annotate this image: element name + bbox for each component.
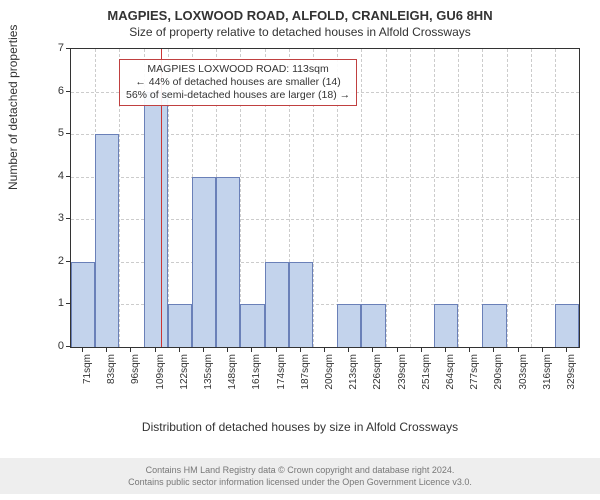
- y-tick-label: 7: [44, 42, 64, 54]
- chart-area: MAGPIES LOXWOOD ROAD: 113sqm← 44% of det…: [50, 48, 580, 378]
- histogram-bar: [71, 262, 95, 347]
- x-tick-label: 213sqm: [348, 354, 359, 394]
- y-tick-label: 3: [44, 212, 64, 224]
- x-tick-label: 316sqm: [542, 354, 553, 394]
- y-axis-label: Number of detached properties: [6, 25, 20, 190]
- y-tick-label: 2: [44, 255, 64, 267]
- histogram-bar: [240, 304, 264, 347]
- chart-subtitle: Size of property relative to detached ho…: [0, 23, 600, 43]
- x-tick-label: 109sqm: [155, 354, 166, 394]
- x-tick-mark: [203, 348, 204, 352]
- footer-line-1: Contains HM Land Registry data © Crown c…: [0, 464, 600, 476]
- y-tick-label: 4: [44, 170, 64, 182]
- x-tick-mark: [348, 348, 349, 352]
- y-tick-mark: [66, 303, 70, 304]
- histogram-bar: [95, 134, 119, 347]
- gridline-v: [507, 49, 508, 347]
- footer: Contains HM Land Registry data © Crown c…: [0, 458, 600, 494]
- annotation-line-2: ← 44% of detached houses are smaller (14…: [126, 76, 350, 89]
- x-tick-mark: [227, 348, 228, 352]
- x-tick-mark: [276, 348, 277, 352]
- x-tick-mark: [421, 348, 422, 352]
- histogram-bar: [168, 304, 192, 347]
- histogram-bar: [434, 304, 458, 347]
- annotation-line-1: MAGPIES LOXWOOD ROAD: 113sqm: [126, 63, 350, 76]
- x-tick-mark: [566, 348, 567, 352]
- x-tick-mark: [155, 348, 156, 352]
- y-tick-mark: [66, 48, 70, 49]
- x-tick-mark: [130, 348, 131, 352]
- x-tick-label: 83sqm: [106, 354, 117, 394]
- gridline-v: [458, 49, 459, 347]
- plot-area: MAGPIES LOXWOOD ROAD: 113sqm← 44% of det…: [70, 48, 580, 348]
- x-tick-mark: [179, 348, 180, 352]
- x-tick-mark: [300, 348, 301, 352]
- x-tick-mark: [445, 348, 446, 352]
- gridline-v: [410, 49, 411, 347]
- x-tick-label: 303sqm: [518, 354, 529, 394]
- x-tick-mark: [251, 348, 252, 352]
- x-tick-label: 122sqm: [179, 354, 190, 394]
- x-tick-label: 96sqm: [130, 354, 141, 394]
- footer-line-2: Contains public sector information licen…: [0, 476, 600, 488]
- chart-title: MAGPIES, LOXWOOD ROAD, ALFOLD, CRANLEIGH…: [0, 0, 600, 23]
- x-axis-label: Distribution of detached houses by size …: [0, 420, 600, 434]
- gridline-v: [482, 49, 483, 347]
- x-tick-mark: [542, 348, 543, 352]
- x-tick-mark: [106, 348, 107, 352]
- y-tick-label: 1: [44, 297, 64, 309]
- histogram-bar: [265, 262, 289, 347]
- gridline-v: [531, 49, 532, 347]
- y-tick-mark: [66, 346, 70, 347]
- gridline-v: [555, 49, 556, 347]
- x-tick-label: 277sqm: [469, 354, 480, 394]
- x-tick-mark: [469, 348, 470, 352]
- y-tick-label: 0: [44, 340, 64, 352]
- histogram-bar: [361, 304, 385, 347]
- gridline-v: [434, 49, 435, 347]
- y-tick-mark: [66, 261, 70, 262]
- x-tick-mark: [397, 348, 398, 352]
- y-tick-mark: [66, 133, 70, 134]
- histogram-bar: [144, 92, 168, 347]
- x-tick-label: 161sqm: [251, 354, 262, 394]
- histogram-bar: [482, 304, 506, 347]
- histogram-bar: [216, 177, 240, 347]
- x-tick-mark: [518, 348, 519, 352]
- x-tick-label: 187sqm: [300, 354, 311, 394]
- gridline-v: [386, 49, 387, 347]
- annotation-box: MAGPIES LOXWOOD ROAD: 113sqm← 44% of det…: [119, 59, 357, 106]
- x-tick-label: 329sqm: [566, 354, 577, 394]
- x-tick-label: 264sqm: [445, 354, 456, 394]
- annotation-line-3: 56% of semi-detached houses are larger (…: [126, 89, 350, 102]
- gridline-v: [361, 49, 362, 347]
- y-tick-mark: [66, 91, 70, 92]
- chart-container: MAGPIES, LOXWOOD ROAD, ALFOLD, CRANLEIGH…: [0, 0, 600, 500]
- x-tick-label: 251sqm: [421, 354, 432, 394]
- x-tick-label: 226sqm: [372, 354, 383, 394]
- y-tick-label: 6: [44, 85, 64, 97]
- x-tick-label: 290sqm: [493, 354, 504, 394]
- x-tick-label: 135sqm: [203, 354, 214, 394]
- x-tick-label: 200sqm: [324, 354, 335, 394]
- x-tick-label: 148sqm: [227, 354, 238, 394]
- histogram-bar: [555, 304, 579, 347]
- histogram-bar: [337, 304, 361, 347]
- x-tick-mark: [493, 348, 494, 352]
- histogram-bar: [289, 262, 313, 347]
- x-tick-label: 71sqm: [82, 354, 93, 394]
- y-tick-label: 5: [44, 127, 64, 139]
- y-tick-mark: [66, 176, 70, 177]
- x-tick-mark: [324, 348, 325, 352]
- x-tick-label: 174sqm: [276, 354, 287, 394]
- histogram-bar: [192, 177, 216, 347]
- x-tick-mark: [82, 348, 83, 352]
- x-tick-mark: [372, 348, 373, 352]
- y-tick-mark: [66, 218, 70, 219]
- x-tick-label: 239sqm: [397, 354, 408, 394]
